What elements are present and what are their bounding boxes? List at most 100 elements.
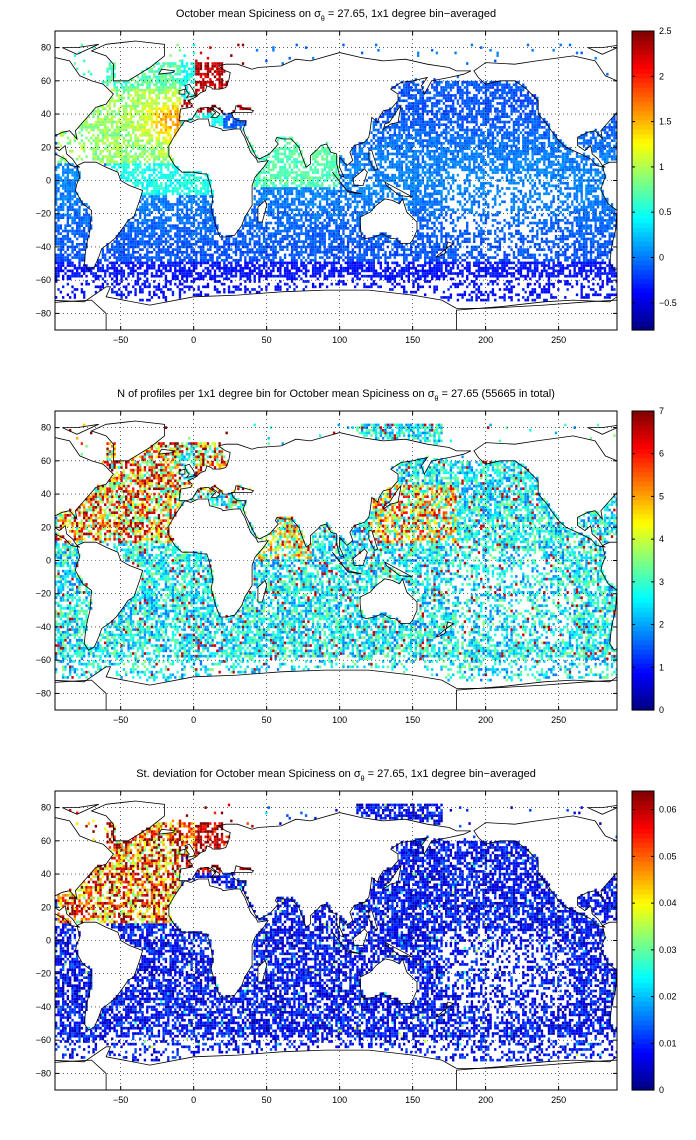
heatmap-cell	[412, 211, 415, 214]
heatmap-cell	[561, 269, 565, 273]
heatmap-cell	[468, 250, 471, 254]
heatmap-cell	[421, 208, 425, 212]
heatmap-cell	[318, 200, 322, 204]
heatmap-cell	[206, 258, 210, 262]
heatmap-cell	[393, 261, 396, 265]
heatmap-cell	[311, 264, 315, 267]
heatmap-cell	[498, 288, 502, 291]
heatmap-cell	[87, 224, 91, 228]
heatmap-cell	[503, 224, 506, 228]
heatmap-cell	[150, 250, 154, 254]
heatmap-cell	[80, 219, 84, 222]
heatmap-cell	[59, 253, 63, 257]
heatmap-cell	[97, 264, 100, 267]
heatmap-cell	[62, 192, 65, 196]
heatmap-cell	[141, 229, 144, 233]
heatmap-cell	[148, 240, 151, 243]
heatmap-cell	[239, 269, 242, 273]
heatmap-cell	[83, 219, 86, 222]
heatmap-cell	[573, 264, 576, 267]
heatmap-cell	[489, 272, 492, 275]
heatmap-cell	[328, 203, 331, 206]
heatmap-cell	[426, 234, 429, 238]
heatmap-cell	[360, 237, 364, 241]
heatmap-cell	[456, 216, 460, 220]
heatmap-cell	[211, 224, 214, 228]
heatmap-cell	[304, 203, 308, 206]
heatmap-cell	[314, 258, 317, 262]
heatmap-cell	[199, 248, 203, 251]
heatmap-cell	[580, 288, 583, 291]
heatmap-cell	[363, 195, 366, 198]
heatmap-cell	[304, 258, 308, 262]
heatmap-cell	[424, 216, 427, 220]
heatmap-cell	[258, 192, 261, 196]
heatmap-cell	[582, 232, 586, 235]
heatmap-cell	[272, 203, 275, 206]
heatmap-cell	[300, 250, 303, 254]
heatmap-cell	[167, 240, 170, 243]
heatmap-cell	[211, 266, 214, 270]
heatmap-cell	[76, 224, 79, 228]
heatmap-cell	[211, 227, 214, 230]
heatmap-cell	[419, 208, 422, 212]
heatmap-cell	[519, 237, 523, 241]
heatmap-cell	[613, 272, 616, 275]
heatmap-cell	[440, 272, 443, 275]
heatmap-cell	[592, 261, 595, 265]
heatmap-cell	[183, 221, 186, 225]
heatmap-cell	[496, 277, 499, 281]
heatmap-cell	[195, 203, 198, 206]
heatmap-cell	[143, 245, 147, 249]
heatmap-cell	[325, 195, 329, 198]
heatmap-cell	[59, 256, 63, 259]
heatmap-cell	[148, 232, 151, 235]
heatmap-cell	[55, 227, 58, 230]
heatmap-cell	[244, 290, 247, 294]
heatmap-cell	[146, 234, 149, 238]
heatmap-cell	[328, 261, 331, 265]
heatmap-cell	[127, 272, 130, 275]
heatmap-cell	[62, 240, 65, 243]
heatmap-cell	[610, 269, 614, 273]
heatmap-cell	[295, 242, 298, 246]
heatmap-cell	[363, 248, 366, 251]
heatmap-cell	[120, 245, 123, 249]
heatmap-cell	[323, 242, 326, 246]
heatmap-cell	[276, 229, 280, 233]
heatmap-cell	[83, 229, 86, 233]
heatmap-cell	[59, 248, 63, 251]
heatmap-cell	[279, 256, 282, 259]
heatmap-cell	[304, 205, 308, 209]
heatmap-cell	[566, 192, 569, 196]
heatmap-cell	[566, 197, 569, 201]
heatmap-cell	[419, 232, 422, 235]
heatmap-cell	[454, 253, 457, 257]
heatmap-cell	[78, 248, 81, 251]
heatmap-cell	[480, 290, 483, 294]
heatmap-cell	[545, 274, 548, 278]
heatmap-cell	[216, 274, 219, 278]
heatmap-cell	[206, 293, 210, 297]
heatmap-cell	[582, 250, 586, 254]
heatmap-cell	[267, 203, 270, 206]
heatmap-cell	[302, 240, 305, 243]
heatmap-cell	[475, 274, 478, 278]
heatmap-cell	[585, 256, 588, 259]
heatmap-cell	[125, 237, 128, 241]
heatmap-cell	[295, 285, 298, 289]
heatmap-cell	[412, 195, 415, 198]
heatmap-cell	[426, 219, 429, 222]
heatmap-cell	[181, 240, 184, 243]
heatmap-cell	[512, 266, 516, 270]
heatmap-cell	[596, 269, 600, 273]
heatmap-cell	[258, 224, 261, 228]
heatmap-cell	[498, 248, 502, 251]
heatmap-cell	[438, 274, 441, 278]
heatmap-cell	[83, 253, 86, 257]
heatmap-cell	[213, 274, 217, 278]
heatmap-cell	[606, 277, 609, 281]
heatmap-cell	[113, 248, 116, 251]
heatmap-cell	[367, 203, 371, 206]
heatmap-cell	[477, 203, 481, 206]
